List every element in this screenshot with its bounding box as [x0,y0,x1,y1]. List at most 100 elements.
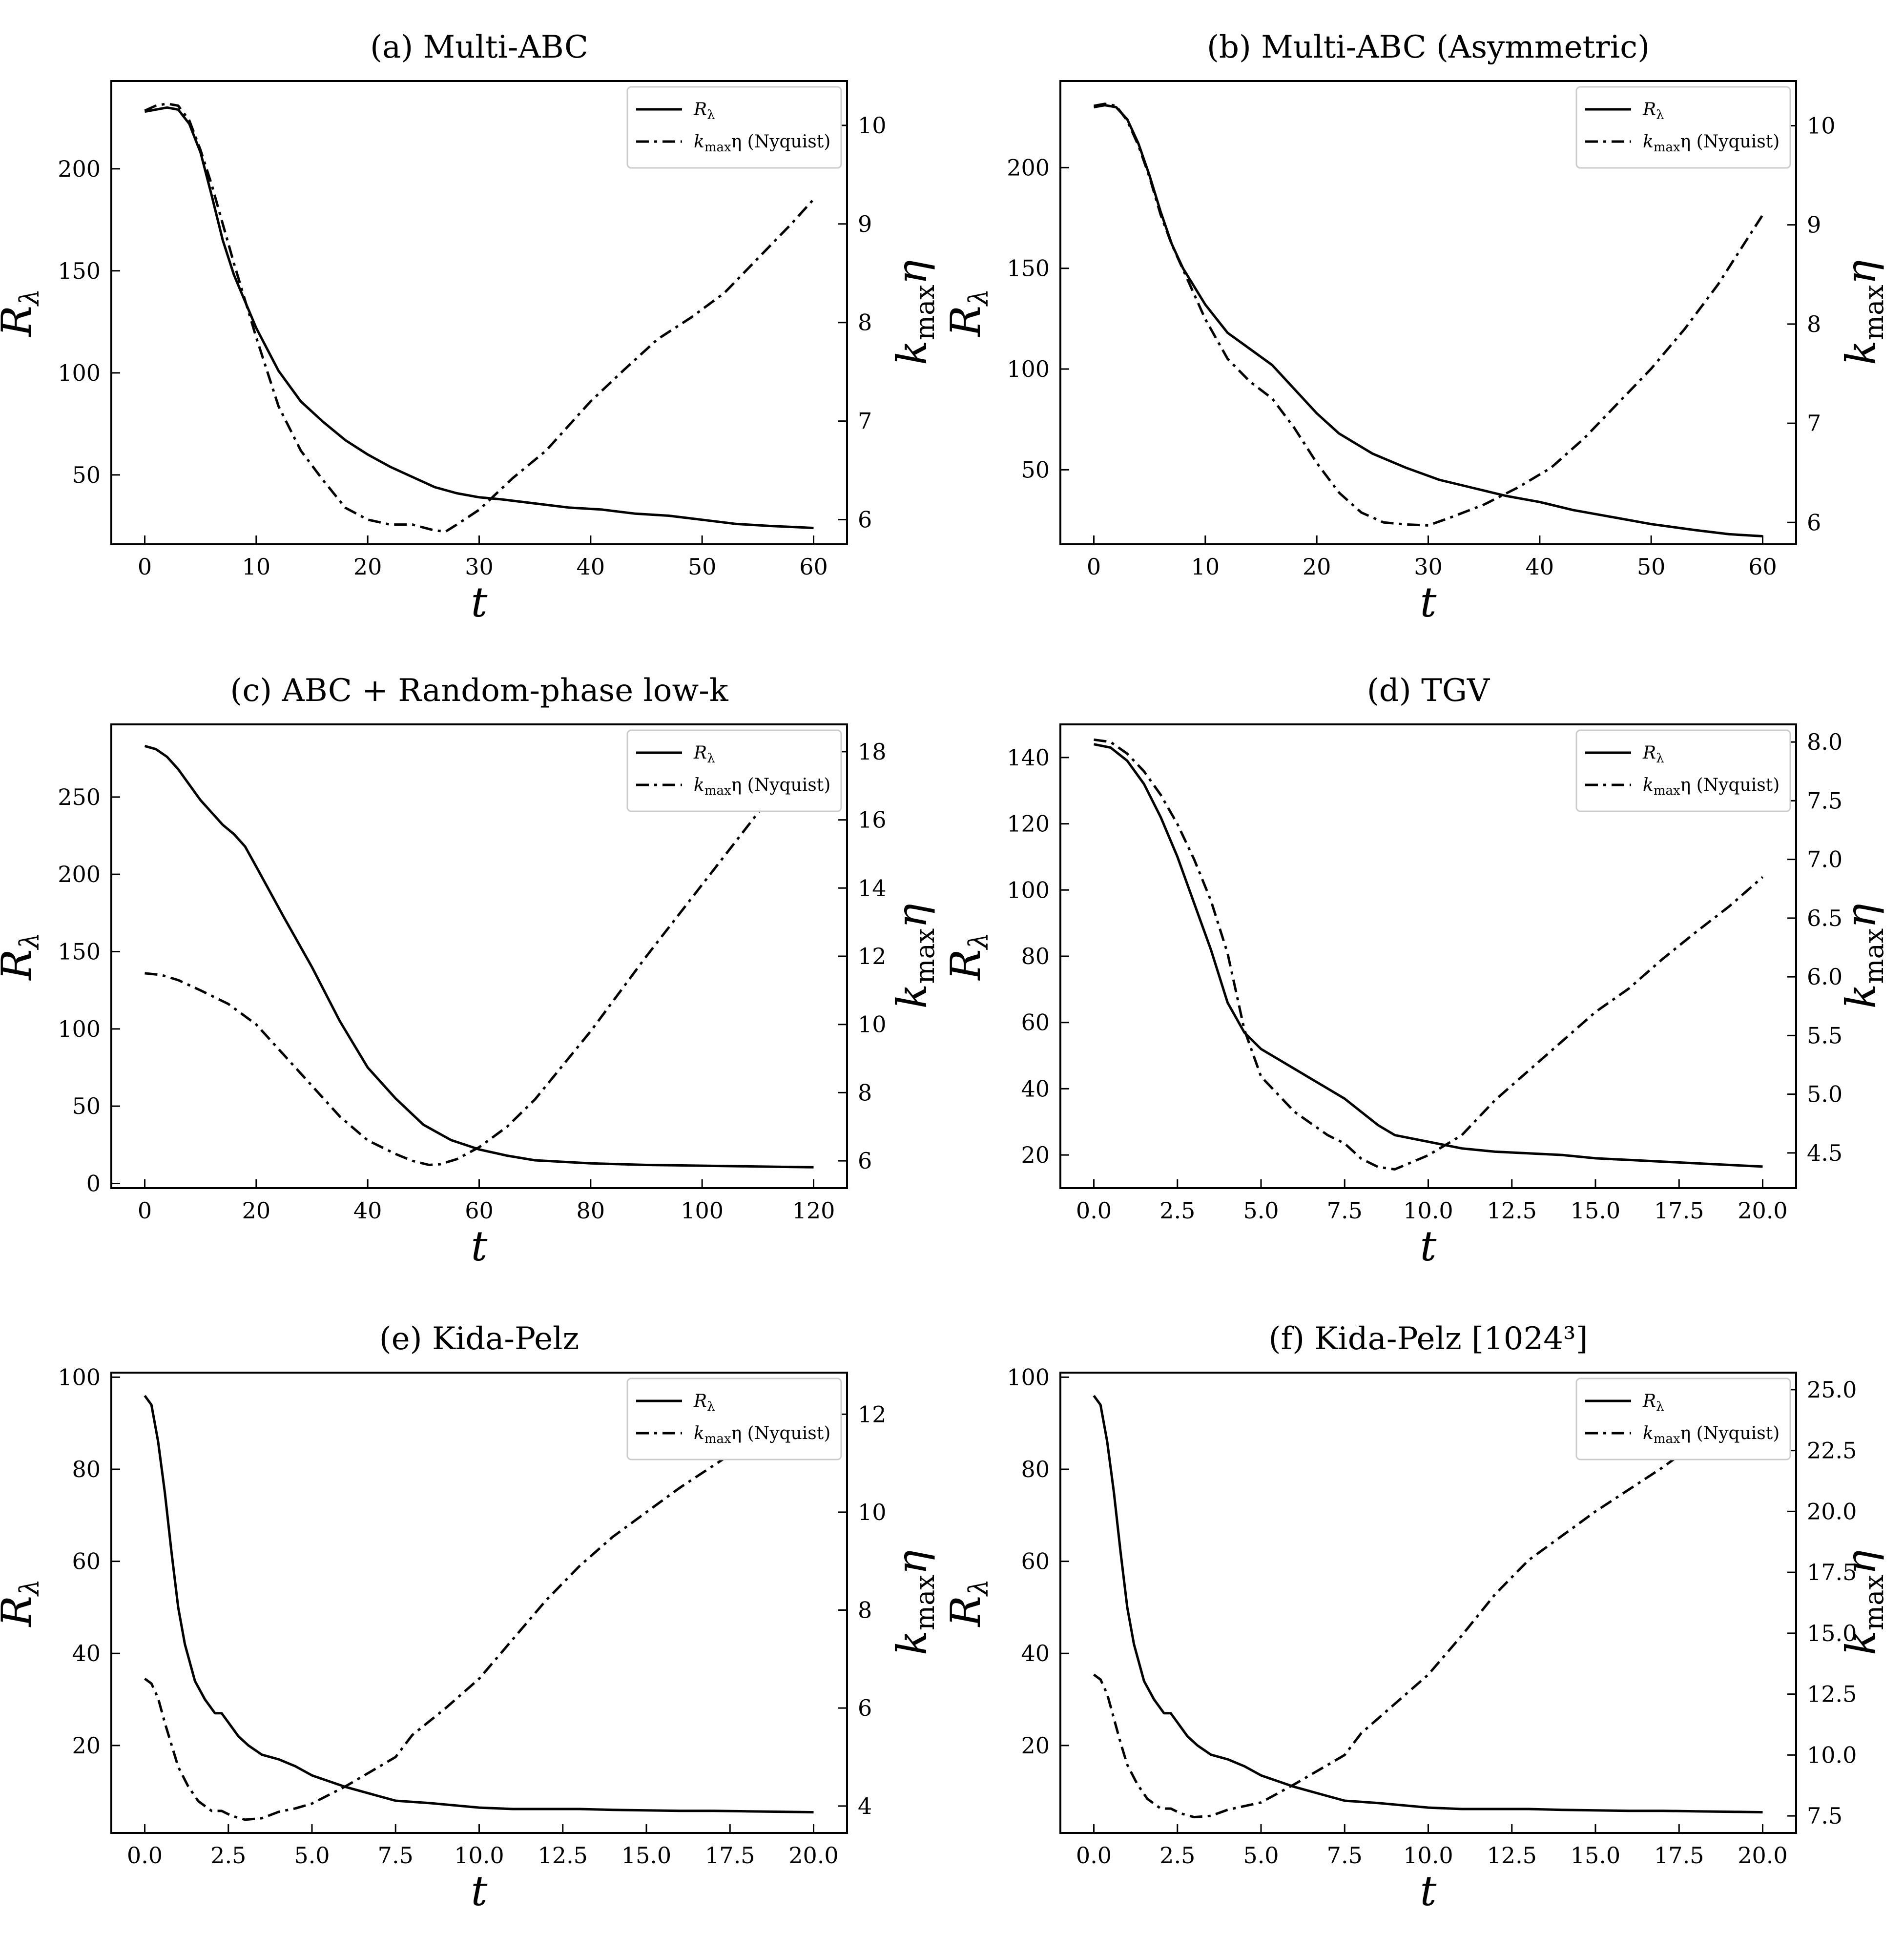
y-tick-label: 150 [58,258,101,284]
y2-tick-label: 5.5 [1807,1022,1842,1049]
y2-axis-label: kmaxη [888,1550,940,1655]
panel-title: (f) Kida-Pelz [1024³] [1268,1321,1588,1357]
x-tick-label: 7.5 [1327,1842,1363,1869]
x-tick-label: 2.5 [210,1842,246,1869]
y2-tick-label: 10.0 [1807,1742,1857,1768]
x-tick-label: 20 [1303,554,1331,580]
legend-label-sub: λ [1656,1399,1664,1414]
panel-title: (e) Kida-Pelz [379,1321,579,1357]
y2-tick-label: 17.5 [1807,1559,1857,1585]
x-tick-label: 40 [1526,554,1554,580]
y2-axis-label: kmaxη [1837,260,1889,365]
y2-tick-label: 16 [858,807,887,833]
x-tick-label: 20.0 [1738,1842,1787,1869]
y2-axis-label-tail: η [1837,1550,1885,1575]
series-line-kmax-eta [144,1394,815,1821]
x-tick-label: 0.0 [1076,1197,1112,1224]
x-tick-label: 15.0 [621,1842,671,1869]
legend-label-main: k [1643,1423,1654,1443]
y2-axis-label-sub: max [910,1575,940,1630]
panel-title: (d) TGV [1367,673,1490,709]
x-tick-label: 30 [1414,554,1443,580]
y2-tick-label: 10 [858,1011,887,1038]
x-tick-label: 0.0 [1076,1842,1112,1869]
x-tick-label: 0 [1087,554,1101,580]
y2-tick-label: 6 [858,507,872,533]
panel-title: (c) ABC + Random-phase low-k [230,673,729,709]
x-axis-label: t [1420,578,1437,626]
legend: Rλ kmaxη (Nyquist) [1575,1378,1791,1460]
x-axis-label: t [1420,1222,1437,1270]
legend-label: Rλ [693,1391,715,1414]
x-axis-label: t [471,1222,488,1270]
panel-a: (a) Multi-ABC 0 10 20 30 40 50 60 50 100 150 200 6 7 8… [0,29,940,626]
x-tick-label: 15.0 [1571,1842,1620,1869]
y2-tick-label: 6.0 [1807,964,1842,990]
y2-tick-label: 8 [858,1079,872,1106]
y-tick-label: 150 [1007,255,1050,282]
y-tick-label: 80 [72,1456,101,1482]
legend-label-main: R [693,100,707,120]
legend-box [1575,86,1791,169]
series-line-r-lambda [144,1395,814,1814]
legend-label: kmaxη (Nyquist) [694,132,830,155]
legend-label-sub: λ [707,1399,715,1414]
y-tick-label: 20 [1021,1732,1050,1759]
legend-label: kmaxη (Nyquist) [1643,1423,1780,1446]
legend-label-main: R [693,1391,707,1411]
legend: Rλ kmaxη (Nyquist) [1575,86,1791,169]
y2-tick-label: 7 [1807,410,1821,436]
y-tick-label: 100 [58,1016,101,1042]
x-tick-label: 10.0 [1403,1842,1453,1869]
legend-label-tail: η (Nyquist) [1680,775,1780,795]
x-tick-label: 5.0 [1243,1197,1279,1224]
y-tick-label: 50 [72,462,101,488]
y2-axis-label-sub: max [1859,285,1889,340]
x-tick-label: 50 [688,554,717,580]
y2-axis-label-sub: max [910,285,940,340]
y2-axis-label-tail: η [1837,904,1885,928]
y2-tick-label: 9 [1807,212,1821,238]
y-tick-label: 200 [58,861,101,887]
y-axis-label: Rλ [0,289,45,337]
legend-label-main: k [1643,132,1654,152]
y-tick-label: 20 [1021,1142,1050,1168]
x-tick-label: 10.0 [1403,1197,1453,1224]
legend-label-main: R [1642,100,1656,120]
legend-label: kmaxη (Nyquist) [694,1423,830,1446]
x-axis-label: t [471,1867,488,1915]
legend-label-main: R [1642,743,1656,763]
y2-tick-label: 6 [858,1695,872,1721]
y2-axis-label-main: k [1837,984,1885,1009]
x-tick-label: 40 [577,554,605,580]
legend-label-sub: max [704,140,731,155]
y-tick-label: 250 [58,784,101,810]
x-tick-label: 7.5 [378,1842,414,1869]
series-line-r-lambda [144,744,814,1169]
y-tick-label: 150 [58,939,101,965]
panel-d: (d) TGV 0.0 2.5 5.0 7.5 10.0 12.5 15.0 17.5 20.0 2… [942,673,1889,1270]
legend-label: Rλ [1642,100,1664,123]
y2-tick-label: 8 [858,309,872,336]
y2-tick-label: 7 [858,408,872,434]
y-tick-label: 50 [72,1093,101,1119]
legend-label-tail: η (Nyquist) [731,132,831,152]
y-tick-label: 20 [72,1732,101,1759]
legend-label: kmaxη (Nyquist) [1643,132,1780,155]
legend-label-main: R [1642,1391,1656,1411]
y-tick-label: 100 [1007,356,1050,382]
y2-tick-label: 10 [858,112,887,139]
x-tick-label: 0 [138,554,152,580]
x-tick-label: 17.5 [1654,1197,1704,1224]
legend-label-main: k [694,1423,704,1443]
y-axis-label: Rλ [0,932,45,981]
legend-label: kmaxη (Nyquist) [1643,775,1780,798]
x-tick-label: 2.5 [1159,1842,1195,1869]
y-tick-label: 60 [1021,1548,1050,1575]
y2-axis-label: kmaxη [888,904,940,1008]
x-tick-label: 5.0 [1243,1842,1279,1869]
legend: Rλ kmaxη (Nyquist) [1575,729,1791,812]
legend-label-sub: λ [1656,751,1664,766]
